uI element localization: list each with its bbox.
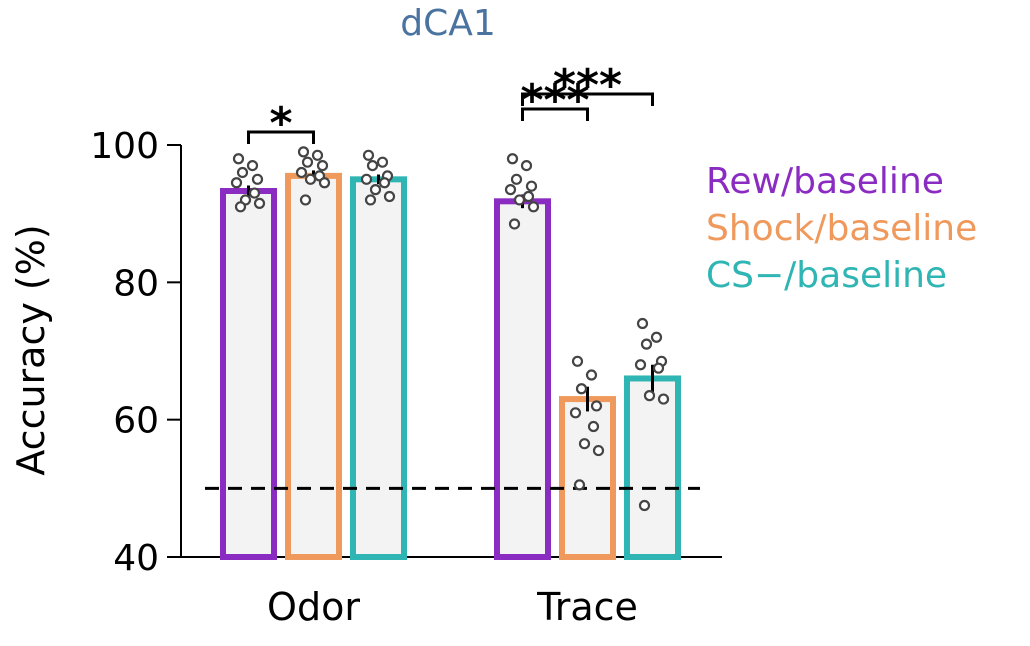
bar (624, 375, 681, 561)
data-point (527, 201, 540, 213)
data-point (510, 173, 523, 185)
data-point (508, 218, 521, 230)
data-point (571, 355, 584, 367)
bar (285, 172, 342, 560)
data-point (236, 166, 249, 179)
bar (350, 176, 407, 560)
significance-label: * (269, 98, 292, 149)
significance-label: *** (553, 60, 622, 111)
data-point (251, 173, 264, 185)
data-point (246, 160, 259, 172)
data-point (369, 184, 382, 196)
data-point (636, 317, 649, 330)
data-point (506, 153, 519, 165)
data-point (316, 160, 329, 172)
data-point (299, 194, 312, 206)
legend-entry: Shock/baseline (706, 208, 977, 249)
data-point (592, 444, 605, 457)
y-tick-label: 60 (113, 401, 159, 442)
data-point (520, 160, 533, 172)
data-point (650, 331, 663, 343)
data-point (383, 190, 396, 203)
data-point (253, 197, 266, 209)
data-point (295, 166, 308, 179)
bar (494, 198, 551, 560)
data-point (232, 153, 245, 165)
data-point (304, 173, 317, 185)
data-point (248, 187, 261, 199)
bar (559, 396, 616, 561)
data-point (311, 149, 324, 161)
data-point (575, 383, 588, 395)
data-point (378, 177, 391, 189)
data-point (504, 184, 517, 196)
data-point (652, 362, 665, 374)
data-point (366, 160, 379, 172)
data-point (640, 338, 653, 350)
data-point (522, 190, 535, 203)
data-point (587, 420, 600, 433)
y-tick-label: 80 (113, 263, 159, 304)
y-axis-label: Accuracy (%) (9, 224, 53, 475)
legend-entry: CS−/baseline (706, 255, 947, 296)
data-point (634, 359, 647, 371)
data-point (578, 438, 591, 450)
data-point (230, 177, 243, 189)
data-point (569, 407, 582, 419)
x-tick-label: Odor (267, 585, 360, 629)
data-point (364, 194, 377, 206)
significance-label: *** (520, 75, 589, 126)
y-tick-label: 40 (113, 538, 159, 579)
data-point (360, 173, 373, 185)
y-tick-label: 100 (90, 126, 159, 167)
bar (220, 188, 277, 561)
data-point (234, 201, 247, 213)
data-point (318, 177, 331, 189)
data-point (525, 180, 538, 192)
x-tick-label: Trace (536, 585, 638, 629)
data-point (643, 390, 656, 402)
legend-entry: Rew/baseline (706, 161, 944, 202)
data-point (573, 479, 586, 491)
data-point (657, 393, 670, 405)
data-point (376, 156, 389, 168)
data-point (638, 499, 651, 512)
data-point (585, 369, 598, 381)
data-point (362, 149, 375, 161)
data-point (513, 194, 526, 206)
significance-bracket (521, 92, 654, 106)
data-point (301, 156, 314, 168)
significance-bracket (521, 107, 589, 121)
data-point (590, 400, 603, 412)
chart-title: dCA1 (400, 3, 496, 44)
significance-bracket (247, 130, 315, 144)
data-point (297, 146, 310, 158)
